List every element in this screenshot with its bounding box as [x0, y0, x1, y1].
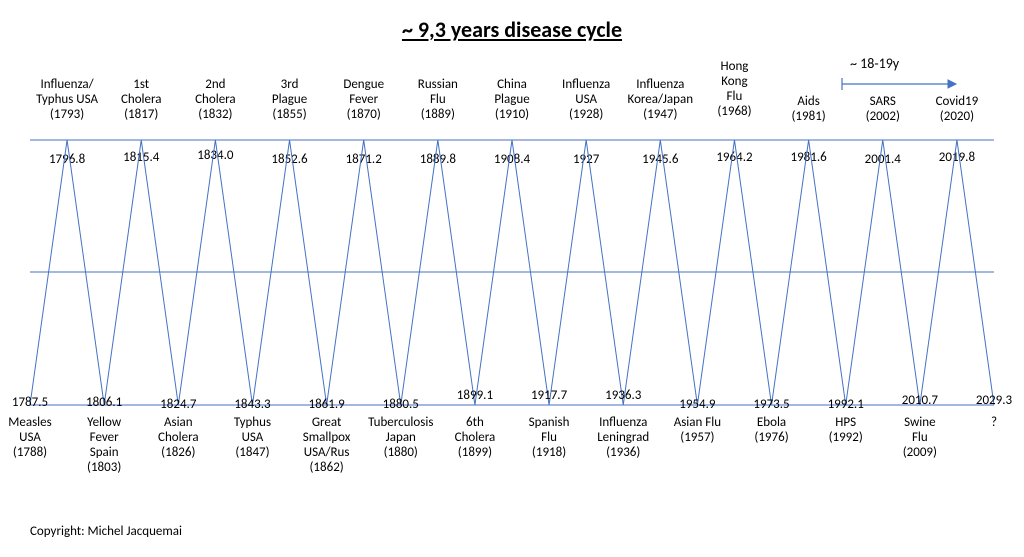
copyright-text: Copyright: Michel Jacquemai — [30, 524, 182, 539]
trough-value: 1992.1 — [828, 397, 864, 412]
top-event: Hong Kong Flu (1968) — [717, 60, 751, 120]
cycle-annotation: ~ 18-19y — [850, 55, 899, 72]
bottom-event: 6th Cholera (1899) — [455, 416, 496, 461]
bottom-event: Measles USA (1788) — [8, 416, 51, 461]
bottom-event: Tuberculosis Japan (1880) — [368, 416, 433, 461]
top-event: China Plague (1910) — [494, 78, 529, 123]
trough-value: 2029.3 — [976, 393, 1012, 408]
trough-value: 1899.1 — [457, 388, 493, 403]
bottom-event: Great Smallpox USA/Rus (1862) — [303, 416, 351, 476]
trough-value: 1806.1 — [86, 395, 122, 410]
top-event: Influenza/ Typhus USA (1793) — [36, 78, 98, 123]
bottom-event: Influenza Leningrad (1936) — [597, 416, 649, 461]
top-event: Influenza USA (1928) — [562, 78, 610, 123]
top-event: Aids (1981) — [791, 95, 825, 125]
trough-value: 1936.3 — [605, 388, 641, 403]
zigzag-chart — [30, 135, 994, 410]
chart-title: ~ 9,3 years disease cycle — [402, 16, 622, 43]
top-event: Influenza Korea/Japan (1947) — [628, 78, 693, 123]
top-event: SARS (2002) — [866, 95, 900, 125]
top-event: 1st Cholera (1817) — [121, 78, 162, 123]
bottom-event: HPS (1992) — [829, 416, 863, 446]
top-event: Dengue Fever (1870) — [343, 78, 384, 123]
top-event: 2nd Cholera (1832) — [195, 78, 236, 123]
trough-value: 1843.3 — [234, 397, 270, 412]
top-event: Covid19 (2020) — [936, 95, 979, 125]
bottom-event: Swine Flu (2009) — [903, 416, 937, 461]
trough-value: 1954.9 — [679, 397, 715, 412]
bottom-event: Yellow Fever Spain (1803) — [87, 416, 121, 476]
bottom-event: Spanish Flu (1918) — [529, 416, 570, 461]
top-event: 3rd Plague (1855) — [272, 78, 307, 123]
trough-value: 1861.9 — [308, 397, 344, 412]
trough-value: 1787.5 — [12, 395, 48, 410]
top-event: Russian Flu (1889) — [418, 78, 458, 123]
trough-value: 1824.7 — [160, 397, 196, 412]
trough-value: 1917.7 — [531, 388, 567, 403]
bottom-event: Asian Cholera (1826) — [158, 416, 199, 461]
trough-value: 2010.7 — [902, 393, 938, 408]
annotation-arrow — [838, 76, 958, 94]
bottom-event: ? — [991, 416, 997, 431]
trough-value: 1880.5 — [383, 397, 419, 412]
bottom-event: Typhus USA (1847) — [234, 416, 271, 461]
trough-value: 1973.5 — [753, 397, 789, 412]
bottom-event: Ebola (1976) — [754, 416, 788, 446]
bottom-event: Asian Flu (1957) — [674, 416, 721, 446]
